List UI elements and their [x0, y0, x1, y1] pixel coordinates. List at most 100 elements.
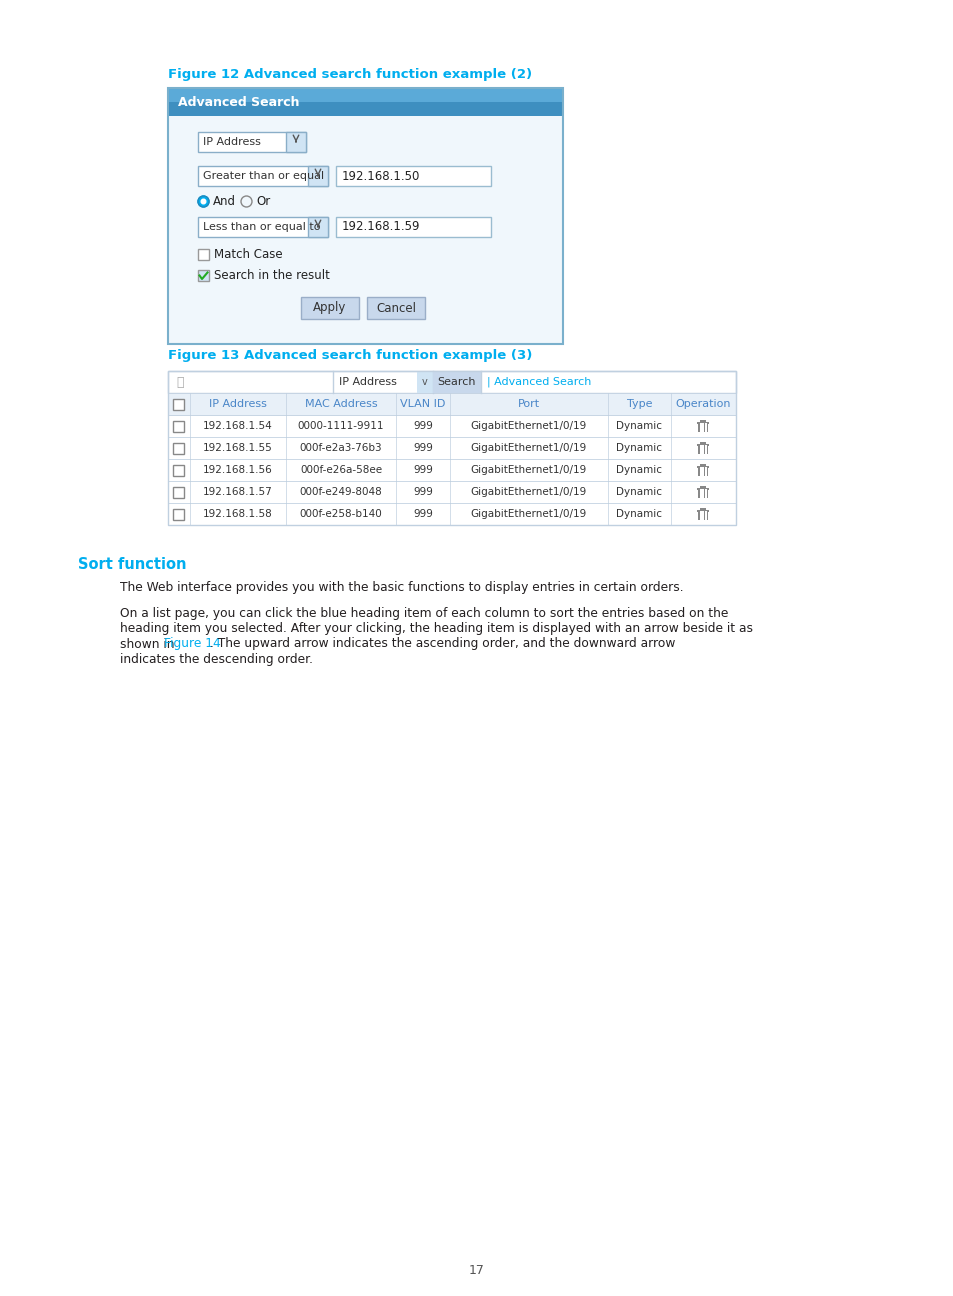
Text: | Advanced Search: | Advanced Search: [486, 377, 591, 388]
Text: 999: 999: [413, 487, 433, 496]
Bar: [335, 166, 491, 187]
Bar: [198, 270, 209, 281]
Bar: [700, 486, 706, 489]
Bar: [704, 467, 706, 476]
Bar: [704, 422, 706, 432]
Bar: [173, 442, 184, 454]
Text: v: v: [421, 377, 428, 388]
Text: Figure 12 Advanced search function example (2): Figure 12 Advanced search function examp…: [168, 67, 532, 80]
Bar: [704, 445, 706, 454]
Bar: [335, 216, 491, 237]
Text: VLAN ID: VLAN ID: [400, 399, 445, 410]
Text: GigabitEthernet1/0/19: GigabitEthernet1/0/19: [471, 443, 586, 454]
Text: 000f-e249-8048: 000f-e249-8048: [299, 487, 382, 496]
Bar: [168, 437, 735, 459]
Text: 192.168.1.59: 192.168.1.59: [341, 220, 420, 233]
Bar: [168, 393, 735, 415]
Text: Dynamic: Dynamic: [616, 465, 661, 476]
Bar: [698, 489, 708, 498]
Bar: [698, 422, 708, 432]
Bar: [697, 487, 709, 490]
Text: indicates the descending order.: indicates the descending order.: [120, 653, 313, 666]
Bar: [168, 102, 562, 117]
Circle shape: [201, 200, 206, 203]
Bar: [173, 420, 184, 432]
Bar: [700, 420, 706, 422]
Bar: [168, 88, 562, 343]
Text: Or: Or: [255, 194, 270, 207]
Text: Search in the result: Search in the result: [213, 270, 330, 283]
Text: GigabitEthernet1/0/19: GigabitEthernet1/0/19: [471, 509, 586, 518]
Bar: [308, 216, 328, 237]
Text: Cancel: Cancel: [375, 302, 416, 315]
Bar: [173, 398, 184, 410]
Text: Advanced Search: Advanced Search: [178, 96, 299, 109]
Bar: [173, 464, 184, 476]
Bar: [286, 132, 306, 152]
Text: GigabitEthernet1/0/19: GigabitEthernet1/0/19: [471, 465, 586, 476]
Bar: [173, 508, 184, 520]
Bar: [198, 166, 328, 187]
Bar: [168, 503, 735, 525]
Text: Port: Port: [517, 399, 539, 410]
Bar: [433, 371, 480, 393]
Bar: [700, 467, 701, 476]
Text: GigabitEthernet1/0/19: GigabitEthernet1/0/19: [471, 487, 586, 496]
Text: Figure 14: Figure 14: [164, 638, 220, 651]
Bar: [698, 467, 708, 476]
Bar: [701, 511, 703, 520]
Text: 0000-1111-9911: 0000-1111-9911: [297, 421, 384, 432]
Bar: [198, 249, 209, 260]
Bar: [704, 511, 706, 520]
Text: 192.168.1.56: 192.168.1.56: [203, 465, 273, 476]
Bar: [168, 371, 735, 525]
Text: The Web interface provides you with the basic functions to display entries in ce: The Web interface provides you with the …: [120, 581, 683, 594]
Text: Operation: Operation: [675, 399, 731, 410]
Bar: [700, 489, 701, 498]
Text: 192.168.1.54: 192.168.1.54: [203, 421, 273, 432]
Text: . The upward arrow indicates the ascending order, and the downward arrow: . The upward arrow indicates the ascendi…: [210, 638, 675, 651]
Text: Less than or equal to: Less than or equal to: [203, 222, 320, 232]
Text: And: And: [213, 194, 235, 207]
Text: 192.168.1.57: 192.168.1.57: [203, 487, 273, 496]
Text: IP Address: IP Address: [338, 377, 396, 388]
Bar: [704, 489, 706, 498]
Bar: [168, 88, 562, 102]
Text: 192.168.1.50: 192.168.1.50: [341, 170, 420, 183]
Text: Dynamic: Dynamic: [616, 509, 661, 518]
Text: 000f-e26a-58ee: 000f-e26a-58ee: [299, 465, 381, 476]
Text: ⌕: ⌕: [175, 376, 183, 389]
Bar: [700, 464, 706, 467]
Bar: [697, 509, 709, 512]
Bar: [698, 445, 708, 454]
Text: Search: Search: [437, 377, 476, 388]
Bar: [700, 508, 706, 511]
Text: Type: Type: [626, 399, 652, 410]
Bar: [168, 117, 562, 343]
Text: Dynamic: Dynamic: [616, 421, 661, 432]
Text: Greater than or equal: Greater than or equal: [203, 171, 324, 181]
Bar: [700, 511, 701, 520]
Bar: [700, 442, 706, 445]
Text: Apply: Apply: [313, 302, 346, 315]
Bar: [168, 459, 735, 481]
Text: 192.168.1.55: 192.168.1.55: [203, 443, 273, 454]
Text: 999: 999: [413, 465, 433, 476]
Bar: [698, 511, 708, 520]
Text: Dynamic: Dynamic: [616, 487, 661, 496]
Bar: [168, 415, 735, 437]
Bar: [301, 297, 358, 319]
Bar: [697, 421, 709, 424]
Bar: [697, 465, 709, 468]
Bar: [700, 445, 701, 454]
Bar: [168, 371, 735, 393]
Bar: [173, 486, 184, 498]
Bar: [198, 132, 306, 152]
Bar: [168, 481, 735, 503]
Text: 192.168.1.58: 192.168.1.58: [203, 509, 273, 518]
Bar: [416, 371, 433, 393]
Text: Dynamic: Dynamic: [616, 443, 661, 454]
Text: 999: 999: [413, 443, 433, 454]
Text: GigabitEthernet1/0/19: GigabitEthernet1/0/19: [471, 421, 586, 432]
Bar: [367, 297, 424, 319]
